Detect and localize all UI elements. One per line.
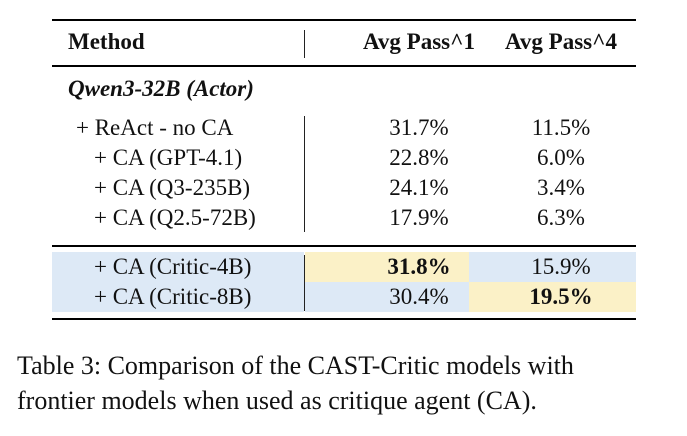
- row-pass1: 22.8%: [389, 145, 449, 170]
- row-pass4: 3.4%: [537, 175, 585, 200]
- row-pass1: 24.1%: [389, 175, 449, 200]
- column-divider-critics: [304, 255, 305, 311]
- critic-4b-pass4-highlight: [469, 252, 636, 282]
- critic-row-method: + CA (Critic-8B): [94, 284, 252, 309]
- row-pass1: 31.7%: [389, 115, 449, 140]
- row-method: + CA (Q3-235B): [94, 175, 251, 200]
- row-pass4: 6.0%: [537, 145, 585, 170]
- column-divider-header: [304, 30, 305, 58]
- header-avg-pass-1: Avg Pass^1: [363, 29, 475, 54]
- row-pass1: 17.9%: [389, 205, 449, 230]
- critic-8b-pass4-highlight: [469, 282, 636, 312]
- critic-8b-pass1-highlight: [305, 282, 469, 312]
- critic-8b-row-highlight: [52, 282, 304, 312]
- column-divider-baselines: [304, 116, 305, 232]
- critic-row-pass1-best: 31.8%: [387, 254, 451, 279]
- row-pass4: 6.3%: [537, 205, 585, 230]
- critic-4b-pass1-highlight: [305, 252, 469, 282]
- caption-line-2: frontier models when used as critique ag…: [17, 386, 537, 415]
- results-table: Method Avg Pass^1 Avg Pass^4 Qwen3-32B (…: [52, 0, 636, 330]
- group-label: Qwen3-32B (Actor): [68, 76, 254, 101]
- critic-4b-row-highlight: [52, 252, 304, 282]
- critic-row-pass4: 15.9%: [531, 254, 591, 279]
- critic-row-method: + CA (Critic-4B): [94, 254, 252, 279]
- table-caption: Table 3: Comparison of the CAST-Critic m…: [17, 348, 682, 418]
- row-pass4: 11.5%: [531, 115, 591, 140]
- critic-row-pass1: 30.4%: [389, 284, 449, 309]
- header-avg-pass-4: Avg Pass^4: [505, 29, 617, 54]
- header-rule: [52, 65, 636, 67]
- top-rule: [52, 19, 636, 21]
- row-method: + ReAct - no CA: [76, 115, 234, 140]
- caption-line-1: Table 3: Comparison of the CAST-Critic m…: [17, 351, 574, 380]
- critic-row-pass4-best: 19.5%: [529, 284, 593, 309]
- row-method: + CA (Q2.5-72B): [94, 205, 256, 230]
- bottom-rule: [52, 318, 636, 320]
- row-method: + CA (GPT-4.1): [94, 145, 243, 170]
- critic-section-rule: [52, 245, 636, 247]
- header-method: Method: [68, 29, 145, 54]
